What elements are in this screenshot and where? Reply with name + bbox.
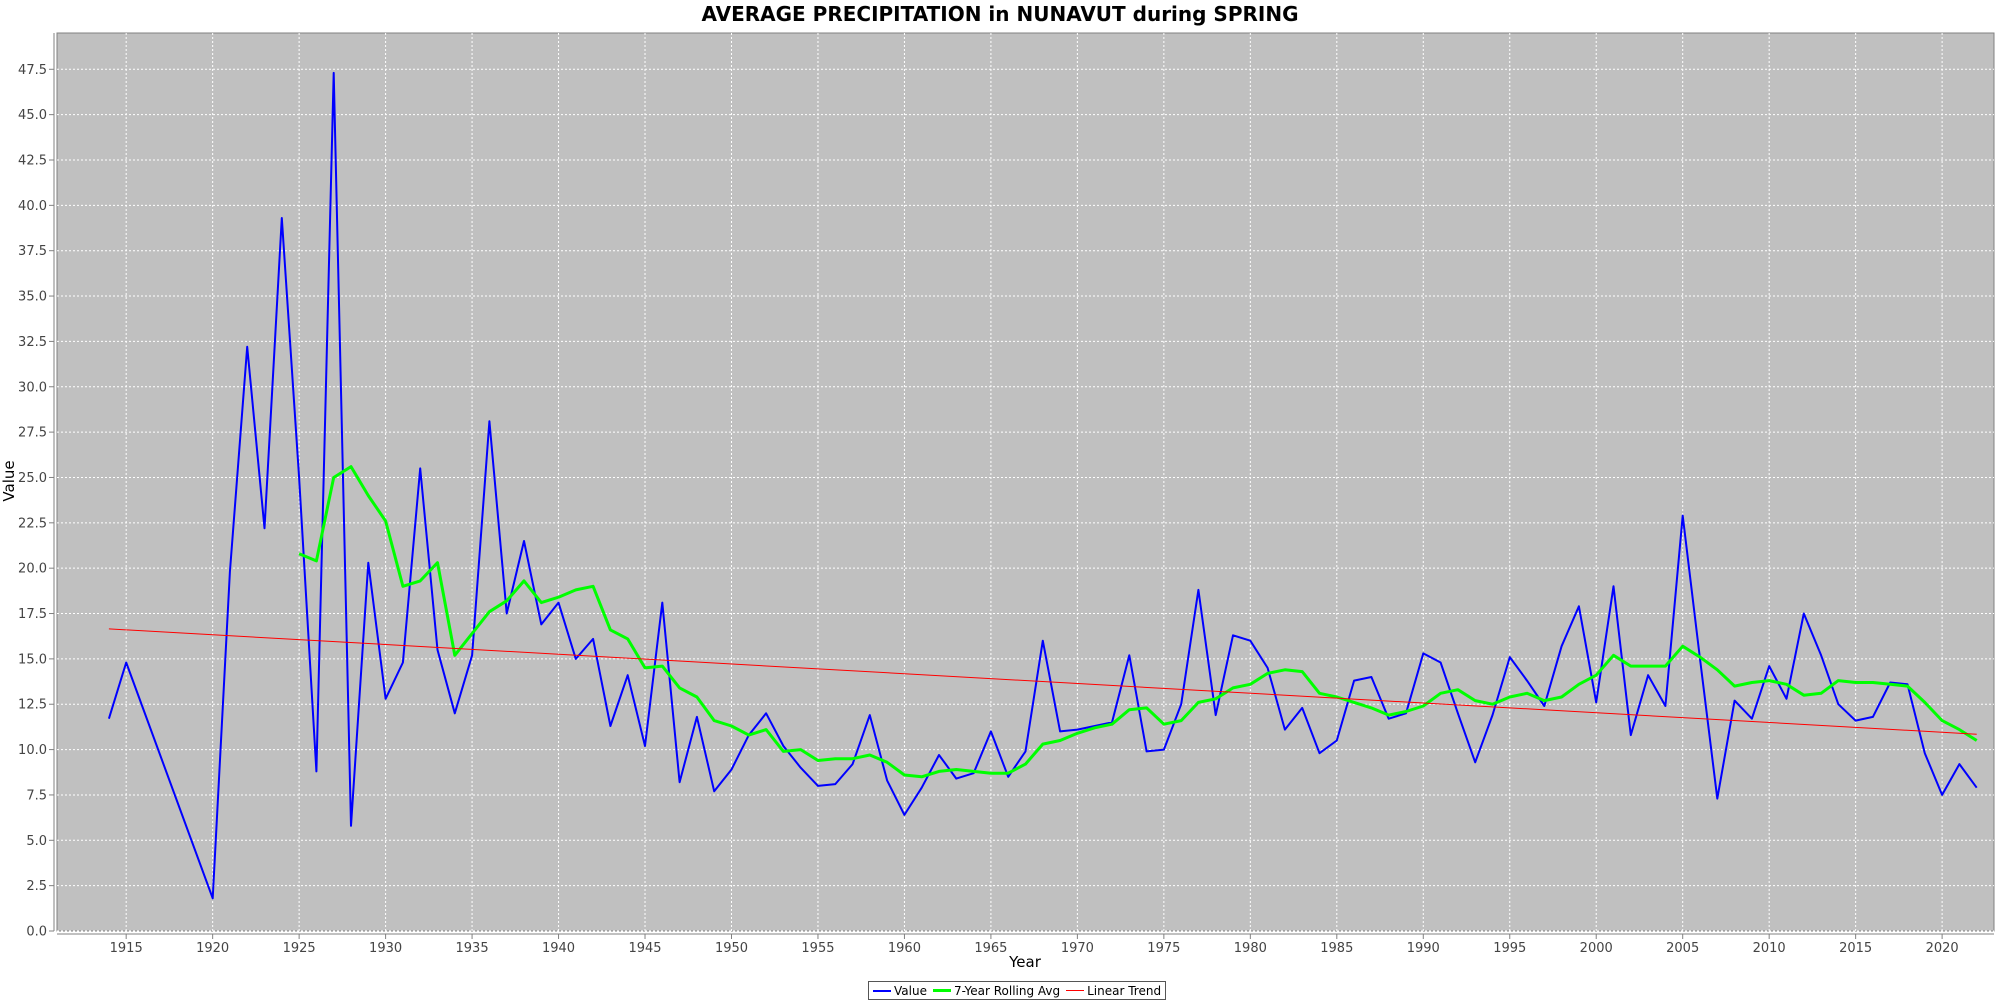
x-tick-label: 1975 xyxy=(1147,941,1180,956)
y-tick-label: 32.5 xyxy=(18,335,47,350)
rolling-avg-series-line xyxy=(298,465,1978,779)
value-series-line xyxy=(107,71,1978,900)
x-tick-label: 2005 xyxy=(1666,941,1699,956)
legend-item-linear-trend: Linear Trend xyxy=(1066,984,1161,998)
series-lines xyxy=(107,71,1978,900)
y-tick-label: 5.0 xyxy=(26,834,47,849)
axes xyxy=(53,33,1994,935)
y-axis-label: Value xyxy=(0,460,18,501)
plot-area xyxy=(56,32,1995,932)
legend-swatch-rolling-avg xyxy=(932,989,951,992)
legend-swatch-linear-trend xyxy=(1066,990,1085,991)
x-tick-label: 2015 xyxy=(1839,941,1872,956)
y-tick-label: 20.0 xyxy=(18,562,47,577)
linear-trend-line xyxy=(108,628,1977,735)
y-tick-label: 15.0 xyxy=(18,652,47,667)
x-tick-label: 1955 xyxy=(801,941,834,956)
y-tick-label: 40.0 xyxy=(18,199,47,214)
x-tick-label: 2010 xyxy=(1753,941,1786,956)
legend-label-value: Value xyxy=(894,983,927,998)
x-tick-label: 1925 xyxy=(283,941,316,956)
y-tick-label: 25.0 xyxy=(18,471,47,486)
y-tick-label: 27.5 xyxy=(18,426,47,441)
x-tick-label: 1945 xyxy=(628,941,661,956)
y-tick-label: 35.0 xyxy=(18,290,47,305)
y-tick-label: 2.5 xyxy=(26,879,47,894)
legend: Value 7-Year Rolling Avg Linear Trend xyxy=(868,981,1167,1000)
legend-label-rolling-avg: 7-Year Rolling Avg xyxy=(953,983,1061,998)
x-tick-label: 2020 xyxy=(1926,941,1959,956)
x-tick-label: 1980 xyxy=(1234,941,1267,956)
x-tick-label: 1930 xyxy=(369,941,402,956)
legend-label-linear-trend: Linear Trend xyxy=(1087,983,1162,998)
x-tick-label: 1940 xyxy=(542,941,575,956)
x-tick-label: 1965 xyxy=(974,941,1007,956)
y-tick-label: 37.5 xyxy=(18,244,47,259)
x-tick-label: 1995 xyxy=(1493,941,1526,956)
y-tick-label: 45.0 xyxy=(18,108,47,123)
legend-item-rolling-avg: 7-Year Rolling Avg xyxy=(932,983,1061,998)
x-axis-label: Year xyxy=(1008,953,1042,971)
x-tick-label: 1920 xyxy=(196,941,229,956)
x-tick-label: 1950 xyxy=(715,941,748,956)
x-tick-label: 1915 xyxy=(110,941,143,956)
x-tick-label: 1960 xyxy=(888,941,921,956)
y-tick-label: 42.5 xyxy=(18,153,47,168)
grid-lines xyxy=(57,33,1994,932)
y-tick-label: 10.0 xyxy=(18,743,47,758)
y-tick-label: 12.5 xyxy=(18,698,47,713)
x-tick-label: 1985 xyxy=(1320,941,1353,956)
chart-title: AVERAGE PRECIPITATION in NUNAVUT during … xyxy=(701,2,1299,26)
y-tick-label: 7.5 xyxy=(26,788,47,803)
y-tick-label: 22.5 xyxy=(18,516,47,531)
legend-item-value: Value xyxy=(873,984,927,998)
y-tick-label: 0.0 xyxy=(26,925,47,940)
y-tick-label: 30.0 xyxy=(18,380,47,395)
y-tick-label: 47.5 xyxy=(18,63,47,78)
x-tick-label: 2000 xyxy=(1580,941,1613,956)
x-tick-label: 1990 xyxy=(1407,941,1440,956)
tick-labels: 1915 1920 1925 1930 1935 1940 1945 1950 1955 1960… xyxy=(18,63,1959,956)
legend-swatch-value xyxy=(873,989,891,992)
y-tick-label: 17.5 xyxy=(18,607,47,622)
x-tick-label: 1970 xyxy=(1061,941,1094,956)
x-tick-label: 1935 xyxy=(456,941,489,956)
